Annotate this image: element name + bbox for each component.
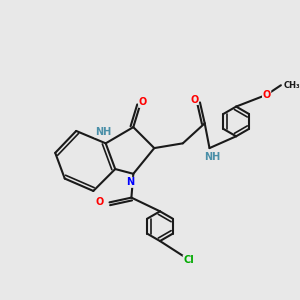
Text: O: O bbox=[95, 197, 104, 207]
Text: O: O bbox=[139, 98, 147, 107]
Text: O: O bbox=[190, 94, 198, 104]
Text: NH: NH bbox=[95, 127, 111, 137]
Text: Cl: Cl bbox=[183, 256, 194, 266]
Text: CH₃: CH₃ bbox=[284, 81, 300, 90]
Text: O: O bbox=[262, 90, 271, 100]
Text: NH: NH bbox=[204, 152, 220, 162]
Text: N: N bbox=[126, 177, 134, 188]
